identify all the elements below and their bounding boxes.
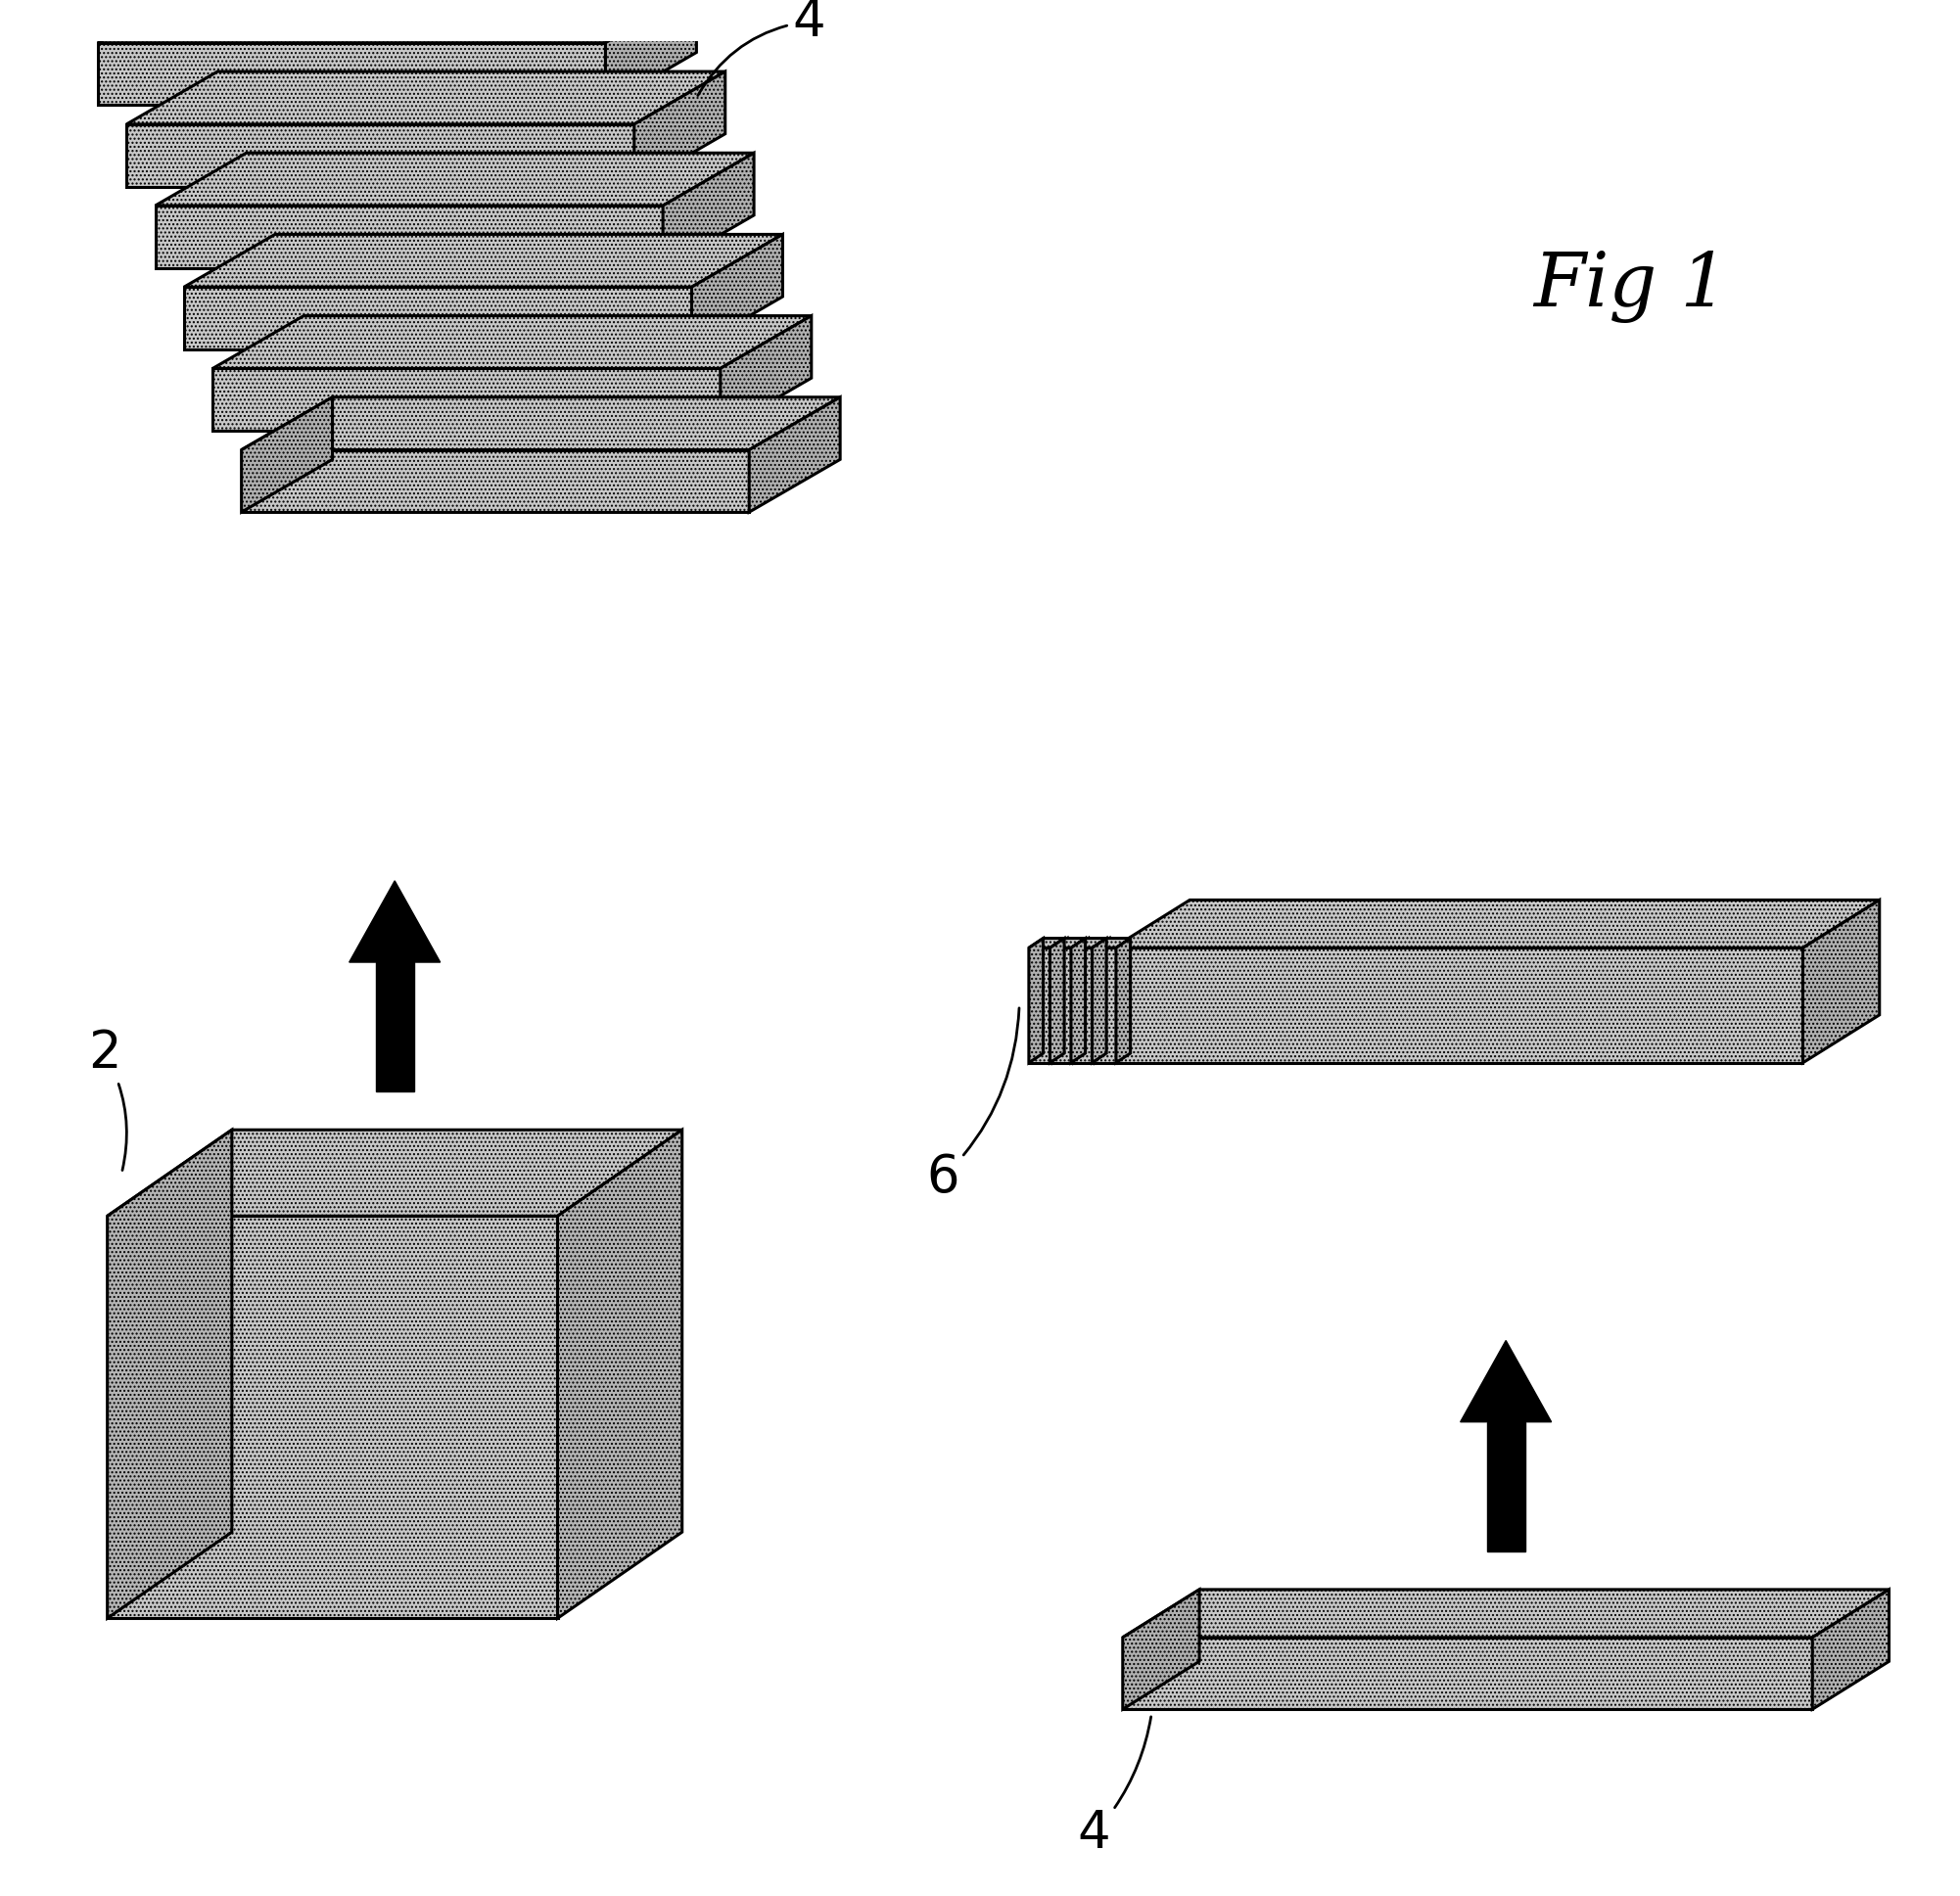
Polygon shape	[635, 72, 725, 186]
Polygon shape	[1123, 1589, 1200, 1710]
Polygon shape	[1113, 948, 1803, 1064]
Polygon shape	[1115, 939, 1131, 1064]
Polygon shape	[1070, 948, 1096, 1064]
Polygon shape	[1074, 939, 1088, 1064]
Polygon shape	[1051, 948, 1074, 1064]
Polygon shape	[1051, 939, 1088, 948]
Polygon shape	[692, 235, 782, 349]
Polygon shape	[1029, 939, 1066, 948]
Polygon shape	[184, 286, 692, 349]
Polygon shape	[127, 72, 725, 125]
Polygon shape	[1053, 939, 1066, 1064]
Polygon shape	[241, 449, 749, 512]
Polygon shape	[214, 317, 811, 368]
Text: 4: 4	[1078, 1716, 1151, 1860]
Polygon shape	[606, 0, 696, 104]
Polygon shape	[1123, 1589, 1889, 1638]
Polygon shape	[349, 882, 441, 963]
Polygon shape	[1813, 1589, 1889, 1710]
Polygon shape	[1092, 948, 1115, 1064]
Polygon shape	[749, 396, 841, 512]
Polygon shape	[662, 154, 755, 267]
Polygon shape	[98, 0, 696, 44]
Polygon shape	[108, 1130, 682, 1215]
Polygon shape	[241, 396, 841, 449]
Polygon shape	[376, 963, 414, 1092]
Text: 2: 2	[88, 1028, 127, 1170]
Polygon shape	[241, 396, 333, 512]
Polygon shape	[1113, 901, 1880, 948]
Polygon shape	[1051, 939, 1064, 1064]
Polygon shape	[108, 1130, 231, 1619]
Polygon shape	[108, 1215, 557, 1619]
Text: Fig 1: Fig 1	[1533, 250, 1729, 322]
Polygon shape	[1092, 939, 1107, 1064]
Polygon shape	[1488, 1422, 1525, 1551]
Polygon shape	[98, 44, 606, 104]
Polygon shape	[1029, 948, 1053, 1064]
Polygon shape	[1029, 939, 1043, 1064]
Polygon shape	[184, 235, 782, 286]
Polygon shape	[155, 154, 755, 205]
Polygon shape	[1123, 1638, 1813, 1710]
Text: 6: 6	[927, 1009, 1019, 1204]
Polygon shape	[214, 368, 721, 430]
Polygon shape	[1096, 939, 1109, 1064]
Polygon shape	[1092, 939, 1131, 948]
Polygon shape	[1070, 939, 1086, 1064]
Polygon shape	[1803, 901, 1880, 1064]
Polygon shape	[127, 125, 635, 186]
Polygon shape	[1460, 1340, 1552, 1422]
Text: 4: 4	[698, 0, 825, 95]
Polygon shape	[721, 317, 811, 430]
Polygon shape	[1070, 939, 1109, 948]
Polygon shape	[155, 205, 662, 267]
Polygon shape	[557, 1130, 682, 1619]
